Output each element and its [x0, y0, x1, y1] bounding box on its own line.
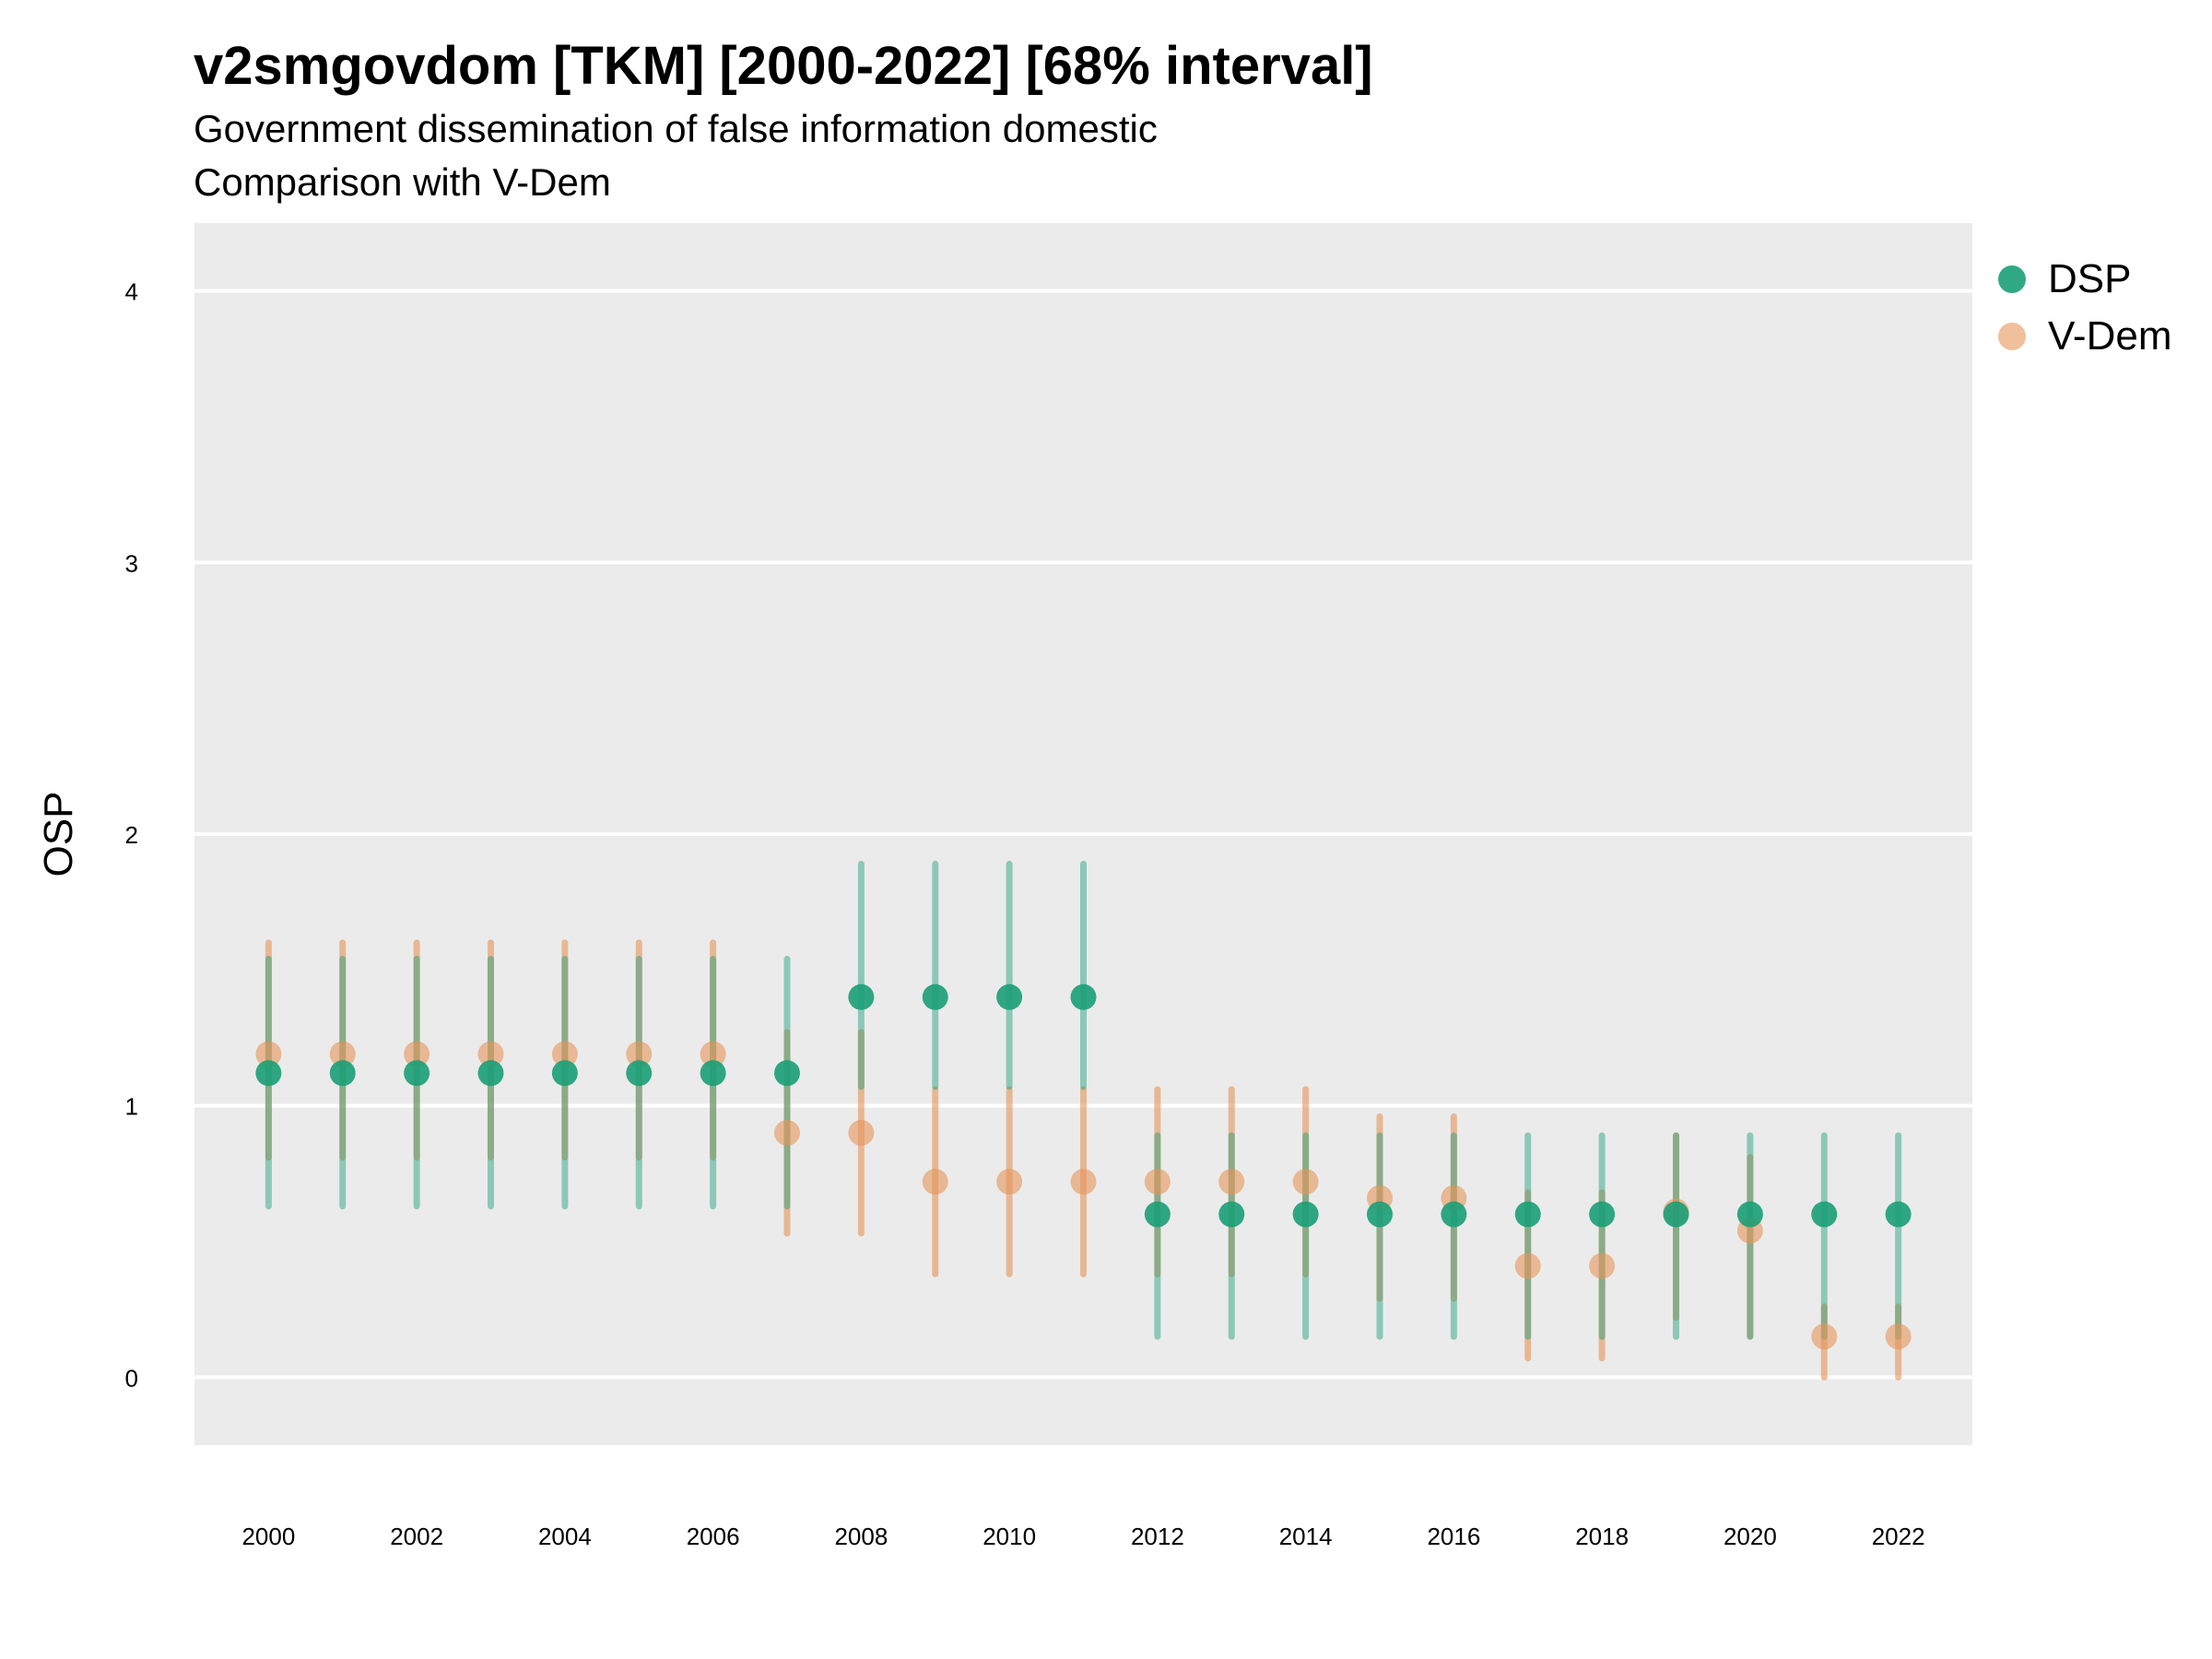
chart-title: v2smgovdom [TKM] [2000-2022] [68% interv…: [194, 36, 1373, 96]
point-dsp: [1070, 983, 1097, 1010]
x-tick-label: 2016: [1427, 1523, 1480, 1550]
point-vdem: [329, 1041, 356, 1067]
point-dsp: [477, 1060, 504, 1087]
chart-caption: Comparison with V-Dem: [194, 160, 611, 204]
legend-item-vdem: V-Dem: [1998, 308, 2171, 365]
point-vdem: [1811, 1324, 1838, 1350]
x-tick-label: 2020: [1724, 1523, 1777, 1550]
point-dsp: [922, 983, 948, 1010]
point-dsp: [996, 983, 1023, 1010]
y-tick-label: 0: [125, 1364, 138, 1392]
point-dsp: [1367, 1201, 1393, 1228]
point-vdem: [848, 1120, 875, 1147]
legend-item-dsp: DSP: [1998, 251, 2171, 308]
x-tick-label: 2010: [982, 1523, 1036, 1550]
point-dsp: [1885, 1201, 1912, 1228]
chart-subtitle: Government dissemination of false inform…: [194, 107, 1158, 150]
x-tick-label: 2018: [1575, 1523, 1629, 1550]
y-tick-label: 4: [125, 278, 138, 306]
point-dsp: [1144, 1201, 1171, 1228]
y-axis-label: OSP: [36, 792, 81, 877]
point-dsp: [404, 1060, 430, 1087]
point-vdem: [404, 1041, 430, 1067]
point-vdem: [1589, 1253, 1616, 1279]
point-dsp: [1589, 1201, 1616, 1228]
chart-legend: DSP V-Dem: [1998, 251, 2171, 365]
point-vdem: [551, 1041, 578, 1067]
legend-label-dsp: DSP: [2048, 256, 2132, 301]
point-dsp: [255, 1060, 282, 1087]
x-tick-label: 2012: [1131, 1523, 1184, 1550]
point-dsp: [1811, 1201, 1838, 1228]
point-dsp: [1663, 1201, 1689, 1228]
y-tick-label: 3: [125, 549, 138, 577]
x-tick-label: 2022: [1872, 1523, 1925, 1550]
point-dsp: [1441, 1201, 1467, 1228]
x-tick-label: 2002: [390, 1523, 443, 1550]
point-dsp: [1736, 1201, 1763, 1228]
point-dsp: [1292, 1201, 1319, 1228]
point-vdem: [626, 1041, 653, 1067]
x-tick-label: 2014: [1279, 1523, 1333, 1550]
point-dsp: [551, 1060, 578, 1087]
point-vdem: [477, 1041, 504, 1067]
x-tick-label: 2000: [241, 1523, 295, 1550]
legend-label-vdem: V-Dem: [2048, 313, 2172, 359]
y-tick-label: 1: [125, 1093, 138, 1121]
point-vdem: [1514, 1253, 1541, 1279]
point-dsp: [626, 1060, 653, 1087]
point-vdem: [1070, 1169, 1097, 1195]
y-tick-label: 2: [125, 821, 138, 849]
point-vdem: [922, 1169, 948, 1195]
point-dsp: [700, 1060, 726, 1087]
point-vdem: [1218, 1169, 1245, 1195]
x-tick-label: 2004: [538, 1523, 592, 1550]
point-vdem: [996, 1169, 1023, 1195]
point-vdem: [700, 1041, 726, 1067]
point-vdem: [774, 1120, 800, 1147]
point-dsp: [329, 1060, 356, 1087]
point-dsp: [774, 1060, 800, 1087]
point-dsp: [848, 983, 875, 1010]
x-tick-label: 2008: [834, 1523, 888, 1550]
point-vdem: [1292, 1169, 1319, 1195]
x-tick-label: 2006: [687, 1523, 740, 1550]
legend-swatch-vdem: [1998, 323, 2026, 350]
point-vdem: [1144, 1169, 1171, 1195]
point-dsp: [1218, 1201, 1245, 1228]
legend-swatch-dsp: [1998, 265, 2026, 293]
point-dsp: [1514, 1201, 1541, 1228]
point-vdem: [255, 1041, 282, 1067]
point-vdem: [1885, 1324, 1912, 1350]
